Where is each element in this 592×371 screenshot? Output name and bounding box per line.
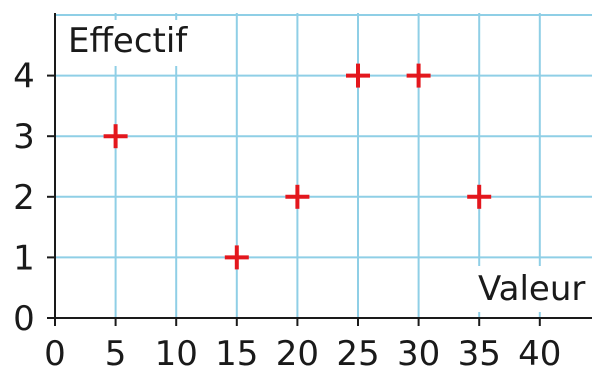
x-tick-label: 5 [105,334,127,371]
x-axis-title: Valeur [478,269,585,309]
x-axis-title-background [474,266,592,312]
x-tick-label: 0 [44,334,66,371]
axes [47,13,592,326]
data-point [406,63,431,88]
data-point [467,184,492,209]
y-tick-labels: 0 1 2 3 4 [13,57,35,339]
data-point [285,184,310,209]
data-point [346,63,370,88]
data-points [103,63,492,270]
x-tick-label: 15 [215,334,258,371]
y-tick-label: 4 [13,57,35,97]
x-tick-label: 35 [458,334,501,371]
x-tick-labels: 0 5 10 15 20 25 30 35 40 [44,334,561,371]
data-point [224,245,249,270]
y-tick-label: 3 [13,117,35,157]
x-tick-label: 40 [518,334,561,371]
x-tick-label: 25 [336,334,379,371]
y-tick-label: 1 [13,238,35,278]
y-axis-title: Effectif [68,21,188,61]
y-tick-label: 0 [13,299,35,339]
y-axis-title-background [64,20,198,66]
x-tick-label: 10 [155,334,198,371]
x-tick-label: 30 [397,334,440,371]
data-point [103,124,128,149]
y-tick-label: 2 [13,178,35,218]
x-tick-label: 20 [276,334,319,371]
